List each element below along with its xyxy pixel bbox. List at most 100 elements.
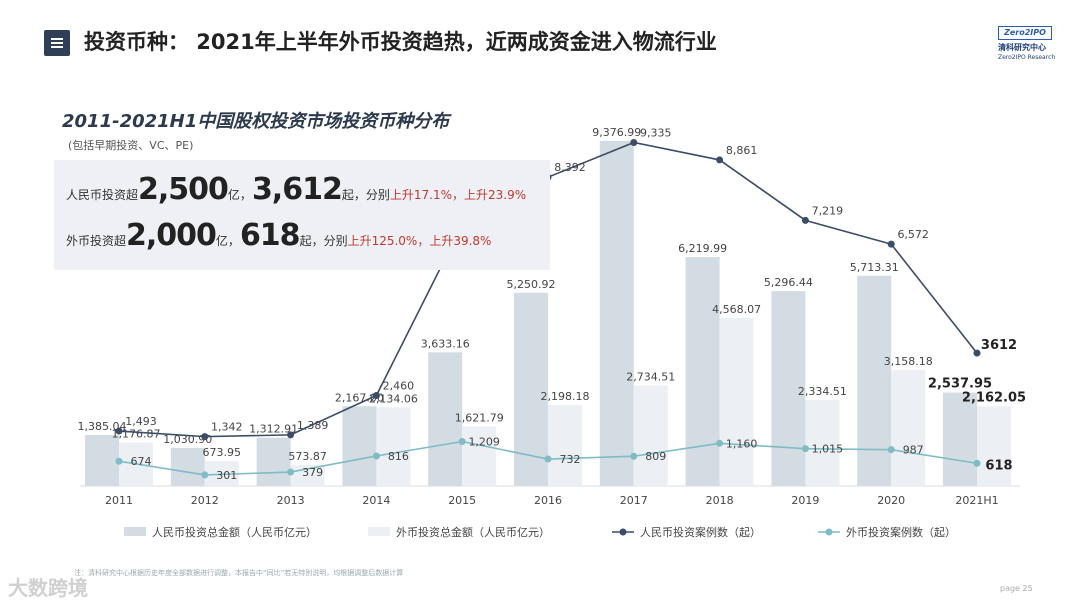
bar-label-fx-2018: 4,568.07 xyxy=(712,303,761,316)
bar-label-fx-2019: 2,334.51 xyxy=(798,385,847,398)
bar-label-rmb-2021H1: 2,537.95 xyxy=(928,377,992,392)
line-label-rmb-cases-2013: 1,389 xyxy=(297,419,329,432)
line-label-rmb-cases-2018: 8,861 xyxy=(726,144,758,157)
x-tick-2012: 2012 xyxy=(191,494,219,507)
line-label-fx-cases-2018: 1,160 xyxy=(726,437,758,450)
line-label-fx-cases-2016: 732 xyxy=(560,453,581,466)
bar-fx-2019 xyxy=(805,400,840,486)
line-label-fx-cases-2015: 1,209 xyxy=(468,436,500,449)
bar-rmb-2017 xyxy=(599,140,634,487)
point-fx-cases-2019 xyxy=(801,445,809,453)
bar-rmb-2019 xyxy=(771,291,806,486)
legend-label-1: 外币投资总金额（人民币亿元） xyxy=(396,525,550,539)
bar-fx-2018 xyxy=(719,317,754,486)
point-rmb-cases-2020 xyxy=(887,240,895,248)
point-rmb-cases-2019 xyxy=(801,216,809,224)
bar-label-rmb-2014: 2,167.00 xyxy=(335,391,384,404)
line-label-fx-cases-2020: 987 xyxy=(903,444,924,457)
bar-rmb-2020 xyxy=(857,275,892,486)
point-rmb-cases-2012 xyxy=(201,433,209,441)
summary-rmb-line: 人民币投资超2,500亿，3,612起，分别上升17.1%，上升23.9% xyxy=(66,172,526,207)
bar-fx-2017 xyxy=(633,385,668,486)
bar-label-fx-2021H1: 2,162.05 xyxy=(962,390,1026,405)
point-fx-cases-2015 xyxy=(458,438,466,446)
fx-unit: 亿， xyxy=(215,234,240,248)
bar-fx-2015 xyxy=(462,426,497,486)
rmb-cases: 3,612 xyxy=(251,172,343,207)
rmb-prefix: 人民币投资超 xyxy=(66,188,139,202)
line-label-rmb-cases-2020: 6,572 xyxy=(897,228,929,241)
chart-title: 2011-2021H1中国股权投资市场投资币种分布 xyxy=(62,111,450,132)
logo-box-text: Zero2IPO xyxy=(998,26,1052,40)
point-fx-cases-2018 xyxy=(716,439,724,447)
x-tick-2021H1: 2021H1 xyxy=(955,494,998,507)
menu-icon[interactable] xyxy=(44,30,70,56)
rmb-unit: 亿， xyxy=(227,188,252,202)
legend-marker-2 xyxy=(619,528,627,536)
legend-swatch-0 xyxy=(124,527,146,536)
zero2ipo-logo: Zero2IPO 清科研究中心 Zero2IPO Research xyxy=(996,24,1056,68)
point-fx-cases-2014 xyxy=(372,452,380,460)
line-label-rmb-cases-2019: 7,219 xyxy=(812,204,844,217)
fx-amount: 2,000 xyxy=(126,218,217,253)
watermark: 大数跨境 xyxy=(8,576,88,600)
bar-label-rmb-2011: 1,385.04 xyxy=(78,420,127,433)
fx-cases: 618 xyxy=(239,218,301,253)
bar-label-fx-2012: 673.95 xyxy=(203,446,242,459)
summary-fx-line: 外币投资超2,000亿，618起，分别上升125.0%，上升39.8% xyxy=(66,218,491,253)
fx-prefix: 外币投资超 xyxy=(66,234,127,248)
bar-label-fx-2013: 573.87 xyxy=(288,450,327,463)
line-label-rmb-cases-2012: 1,342 xyxy=(211,421,243,434)
bar-fx-2014 xyxy=(376,407,411,486)
bar-fx-2021H1 xyxy=(977,406,1011,486)
legend-marker-3 xyxy=(825,528,833,536)
point-rmb-cases-2018 xyxy=(716,156,724,164)
legend-label-0: 人民币投资总金额（人民币亿元） xyxy=(152,525,317,539)
logo-cn-text: 清科研究中心 xyxy=(998,43,1046,52)
bar-rmb-2012 xyxy=(170,448,205,486)
x-tick-2016: 2016 xyxy=(534,494,562,507)
line-label-fx-cases-2013: 379 xyxy=(302,466,323,479)
rmb-growth: 上升17.1%，上升23.9% xyxy=(389,188,527,202)
bar-label-fx-2017: 2,734.51 xyxy=(626,370,675,383)
logo-en-text: Zero2IPO Research xyxy=(998,54,1056,61)
x-tick-2014: 2014 xyxy=(362,494,390,507)
page-number: page 25 xyxy=(1000,584,1033,593)
point-fx-cases-2016 xyxy=(544,455,552,463)
line-label-fx-cases-2011: 674 xyxy=(131,455,152,468)
legend-label-2: 人民币投资案例数（起） xyxy=(640,525,761,539)
bar-rmb-2018 xyxy=(685,257,720,486)
point-fx-cases-2012 xyxy=(201,471,209,479)
point-rmb-cases-2013 xyxy=(287,431,295,439)
bar-label-rmb-2018: 6,219.99 xyxy=(678,242,727,255)
point-rmb-cases-2017 xyxy=(630,138,638,146)
x-tick-2013: 2013 xyxy=(277,494,305,507)
line-label-rmb-cases-2011: 1,493 xyxy=(125,415,157,428)
legend-label-3: 外币投资案例数（起） xyxy=(846,525,956,539)
bar-label-rmb-2013: 1,312.91 xyxy=(249,423,298,436)
x-tick-2018: 2018 xyxy=(706,494,734,507)
bar-rmb-2011 xyxy=(85,435,119,486)
bar-label-rmb-2020: 5,713.31 xyxy=(850,261,899,274)
fx-cases-unit: 起，分别 xyxy=(299,234,348,248)
bar-fx-2020 xyxy=(891,369,926,486)
footnote: 注：清科研究中心根据历史年度全部数据进行调整，本报告中“同比”若无特别说明，均根… xyxy=(74,569,404,577)
x-tick-2019: 2019 xyxy=(791,494,819,507)
bar-label-fx-2015: 1,621.79 xyxy=(455,411,504,424)
bar-label-fx-2014: 2,134.06 xyxy=(369,392,418,405)
point-fx-cases-2011 xyxy=(115,457,123,465)
point-rmb-cases-2014 xyxy=(372,391,380,399)
summary-box: 人民币投资超2,500亿，3,612起，分别上升17.1%，上升23.9% 外币… xyxy=(54,160,550,270)
bar-label-rmb-2019: 5,296.44 xyxy=(764,276,813,289)
bar-label-fx-2016: 2,198.18 xyxy=(541,390,590,403)
point-fx-cases-2017 xyxy=(630,452,638,460)
bar-rmb-2014 xyxy=(342,406,377,486)
page-title: 投资币种： 2021年上半年外币投资趋热，近两成资金进入物流行业 xyxy=(84,30,717,54)
line-label-fx-cases-2014: 816 xyxy=(388,450,409,463)
bar-fx-2016 xyxy=(548,405,582,486)
bar-rmb-2013 xyxy=(256,437,291,486)
x-tick-2015: 2015 xyxy=(448,494,476,507)
point-rmb-cases-2021H1 xyxy=(973,349,981,357)
point-fx-cases-2013 xyxy=(287,468,295,476)
